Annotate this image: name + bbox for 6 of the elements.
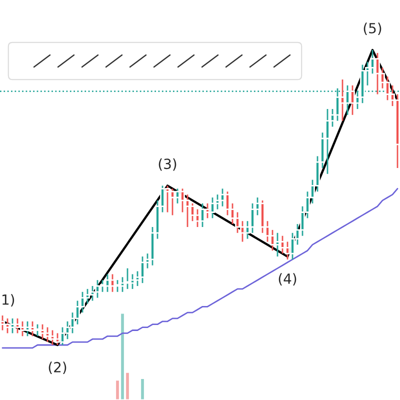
- annotation: (2): [48, 362, 66, 374]
- text: (5): [364, 22, 382, 36]
- annotation: (3): [158, 158, 176, 171]
- bar: [140, 378, 146, 400]
- annotation: (4): [278, 273, 296, 286]
- annotation: 1): [2, 294, 14, 306]
